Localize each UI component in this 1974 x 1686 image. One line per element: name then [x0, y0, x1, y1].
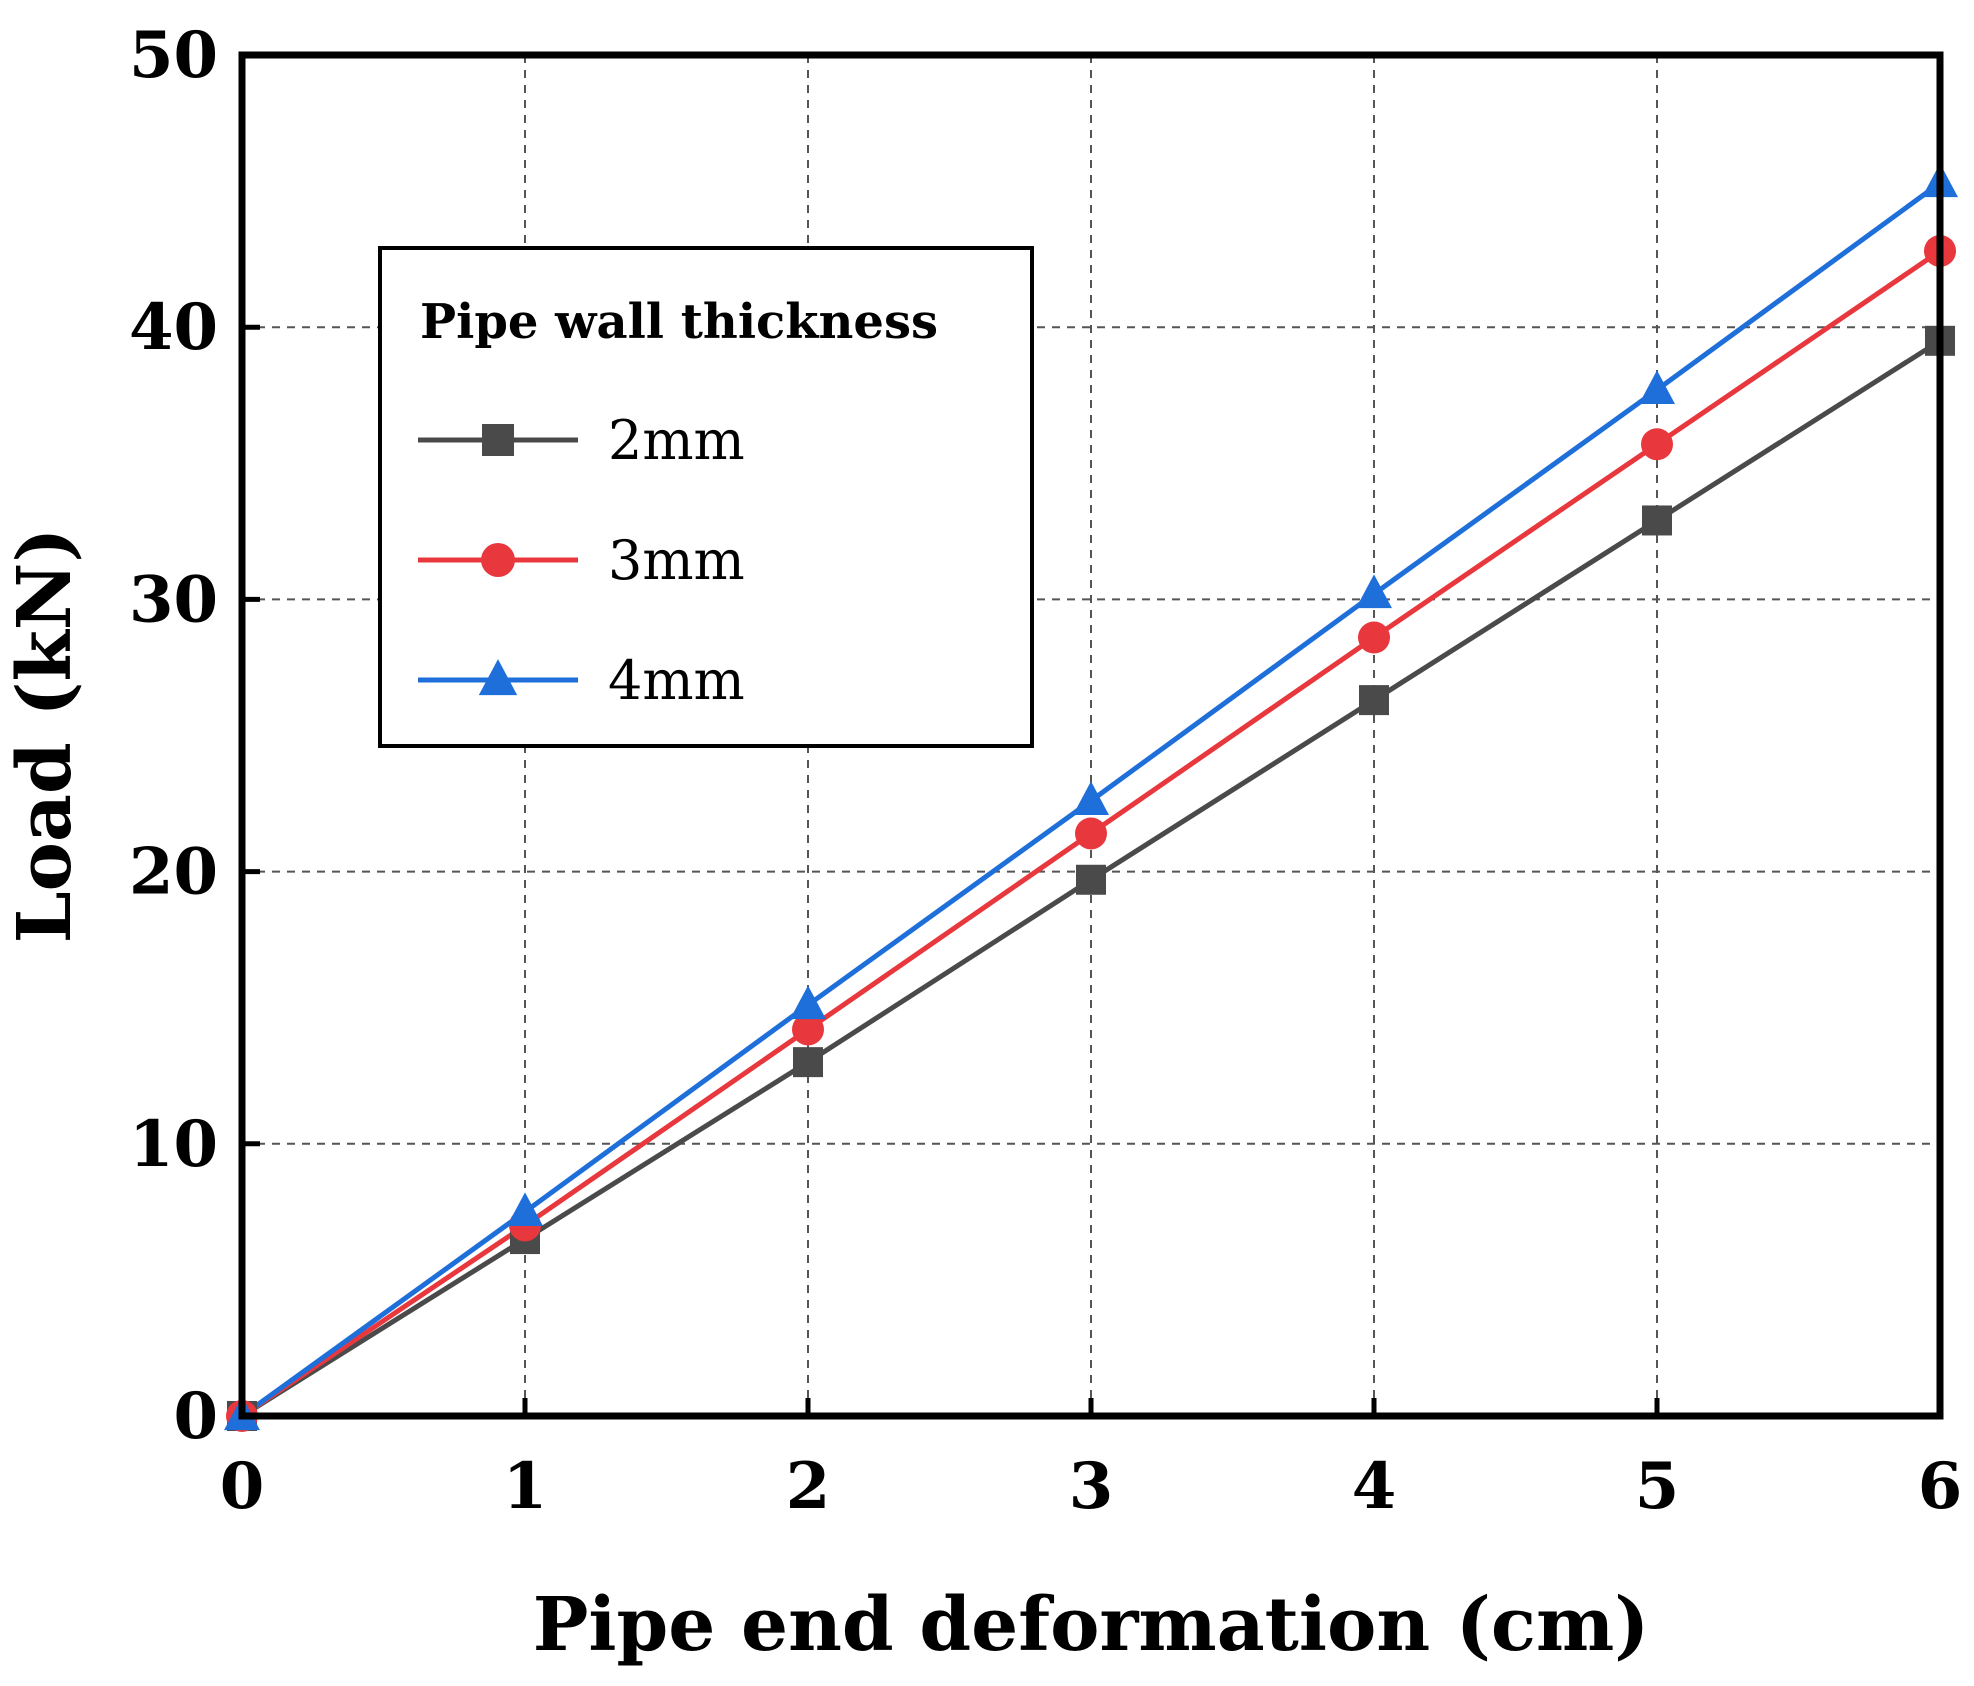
- x-tick-label: 2: [786, 1449, 831, 1524]
- legend-label: 2mm: [608, 409, 745, 472]
- x-tick-label: 5: [1635, 1449, 1680, 1524]
- data-point-3mm: [792, 1013, 824, 1046]
- x-axis-title: Pipe end deformation (cm): [533, 1582, 1650, 1668]
- y-tick-label: 10: [129, 1107, 218, 1182]
- tick-labels: 0 1 2 3 4 5 6 0 10 20 30 40 50: [129, 18, 1962, 1524]
- y-tick-label: 20: [129, 835, 218, 910]
- data-point-2mm: [1359, 685, 1389, 716]
- legend-title: Pipe wall thickness: [420, 294, 938, 350]
- legend-label: 3mm: [608, 529, 745, 592]
- data-point-3mm: [1075, 817, 1107, 850]
- data-point-3mm: [1641, 428, 1673, 461]
- circle-marker-icon: [481, 543, 515, 577]
- legend-entry-3mm: 3mm: [418, 529, 745, 592]
- data-point-4mm: [1073, 781, 1109, 816]
- legend-entries: 2mm 3mm 4mm: [418, 409, 745, 712]
- y-axis-title: Load (kN): [2, 528, 88, 944]
- square-marker-icon: [482, 424, 514, 456]
- data-point-3mm: [1358, 621, 1390, 654]
- y-tick-label: 50: [129, 18, 218, 93]
- data-point-4mm: [1639, 370, 1675, 404]
- legend: Pipe wall thickness 2mm 3mm 4mm: [378, 246, 1034, 748]
- data-point-4mm: [507, 1192, 543, 1227]
- axis-ticks: [239, 52, 1943, 1419]
- legend-entry-4mm: 4mm: [418, 649, 745, 712]
- x-tick-label: 1: [503, 1449, 548, 1524]
- y-tick-label: 30: [129, 562, 218, 637]
- data-point-4mm: [1356, 574, 1392, 609]
- data-point-2mm: [1642, 505, 1672, 536]
- y-tick-label: 40: [129, 290, 218, 365]
- x-tick-label: 6: [1918, 1449, 1963, 1524]
- x-tick-label: 0: [220, 1449, 265, 1524]
- data-point-2mm: [793, 1047, 823, 1078]
- y-tick-label: 0: [173, 1379, 218, 1454]
- series-markers: [224, 163, 1958, 1432]
- triangle-marker-icon: [478, 659, 518, 696]
- legend-label: 4mm: [608, 649, 745, 712]
- x-tick-label: 4: [1352, 1449, 1397, 1524]
- data-point-2mm: [1076, 864, 1106, 895]
- legend-entry-2mm: 2mm: [418, 409, 745, 472]
- data-point-4mm: [790, 985, 826, 1020]
- legend-box: [378, 246, 1034, 748]
- x-tick-label: 3: [1069, 1449, 1114, 1524]
